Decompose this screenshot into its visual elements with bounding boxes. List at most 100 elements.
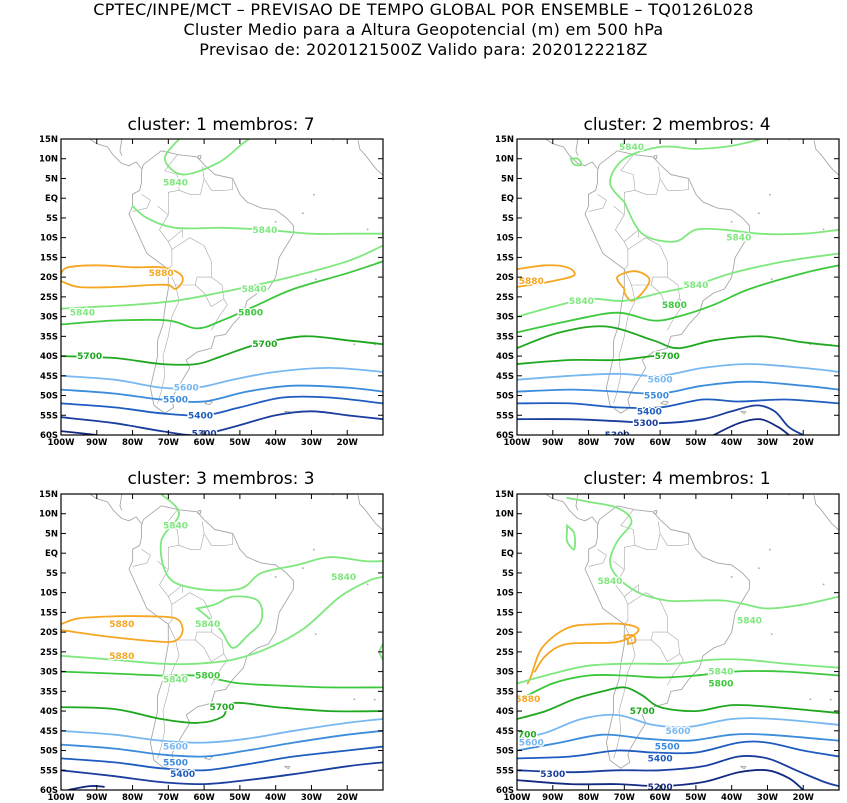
lon-tick-label: 40W bbox=[721, 793, 743, 803]
atlantic-island bbox=[769, 548, 771, 551]
country-border bbox=[651, 631, 681, 662]
atlantic-island bbox=[822, 228, 825, 231]
contour-label: 5840 bbox=[163, 178, 188, 188]
caribbean-coastline bbox=[119, 139, 123, 156]
country-border bbox=[203, 178, 233, 191]
atlantic-island bbox=[770, 278, 773, 281]
atlantic-island bbox=[757, 212, 760, 215]
south-america-coastline bbox=[128, 505, 295, 769]
lon-tick-label: 40W bbox=[265, 793, 287, 803]
contour-line bbox=[517, 769, 805, 790]
south-america-coastline bbox=[584, 505, 751, 769]
contour-label: 5840 bbox=[195, 620, 220, 630]
contour-line bbox=[565, 523, 576, 551]
lat-tick-label: 20S bbox=[496, 273, 514, 283]
island bbox=[284, 765, 291, 770]
atlantic-island bbox=[314, 278, 317, 281]
lon-tick-label: 100W bbox=[503, 438, 531, 448]
lat-tick-label: 15S bbox=[40, 608, 58, 618]
lat-tick-label: 55S bbox=[496, 766, 514, 776]
atlantic-island bbox=[274, 575, 277, 578]
lat-tick-label: 10N bbox=[495, 510, 514, 520]
lat-tick-label: 10N bbox=[39, 510, 58, 520]
lon-tick-label: 40W bbox=[265, 438, 287, 448]
contour-line bbox=[517, 363, 839, 381]
atlantic-island bbox=[314, 633, 317, 636]
country-border bbox=[620, 509, 636, 570]
lat-tick-label: 15S bbox=[496, 608, 514, 618]
country-border bbox=[613, 624, 636, 759]
atlantic-island bbox=[829, 698, 832, 701]
lat-tick-label: 50S bbox=[496, 392, 514, 402]
contour-label: 5840 bbox=[683, 281, 708, 291]
lat-tick-label: 15N bbox=[495, 135, 514, 145]
panel-2-map: 5840 5840 5880 5840 5840 5800 5700 5600 5500 5400… bbox=[495, 135, 840, 448]
contour-line bbox=[61, 718, 383, 744]
country-border bbox=[613, 269, 636, 404]
country-border bbox=[588, 549, 607, 567]
lat-tick-label: 5S bbox=[502, 214, 514, 224]
contour-line bbox=[61, 264, 184, 290]
contour-line bbox=[517, 740, 839, 760]
lat-tick-label: 40S bbox=[40, 352, 58, 362]
lat-tick-label: EQ bbox=[501, 194, 514, 204]
lat-tick-label: 50S bbox=[40, 392, 58, 402]
island bbox=[653, 510, 658, 515]
contour-line bbox=[623, 201, 839, 243]
contour-label: 5800 bbox=[195, 672, 220, 682]
lon-tick-label: 70W bbox=[614, 793, 636, 803]
island bbox=[197, 155, 202, 160]
lat-tick-label: 35S bbox=[496, 687, 514, 697]
atlantic-island bbox=[822, 583, 825, 586]
lon-tick-label: 50W bbox=[229, 793, 251, 803]
lat-tick-label: 60S bbox=[40, 431, 58, 441]
contour-line bbox=[61, 576, 383, 666]
country-border bbox=[157, 269, 180, 404]
atlantic-island bbox=[730, 220, 733, 223]
contour-line bbox=[159, 494, 383, 592]
contour-label: 5500 bbox=[655, 743, 680, 753]
lat-tick-label: 35S bbox=[496, 332, 514, 342]
contour-label: 5600 bbox=[665, 727, 690, 737]
lat-tick-label: 15N bbox=[39, 135, 58, 145]
lat-tick-label: 5S bbox=[502, 569, 514, 579]
map-content: 5840 5840 5840 5880 5880 5840 5800 5700 5600 5500… bbox=[61, 494, 383, 790]
country-border bbox=[178, 166, 205, 195]
lon-tick-label: 80W bbox=[122, 438, 144, 448]
contour-line bbox=[616, 270, 651, 302]
lat-tick-label: 55S bbox=[40, 411, 58, 421]
lon-tick-label: 60W bbox=[650, 438, 672, 448]
contour-label: 5700 bbox=[77, 352, 102, 362]
contour-line bbox=[517, 713, 839, 740]
panel-4-title: cluster: 4 membros: 1 bbox=[583, 469, 771, 489]
lat-tick-label: 5S bbox=[46, 569, 58, 579]
atlantic-island bbox=[792, 487, 794, 489]
contour-label: 5840 bbox=[619, 143, 644, 153]
contour-label: 5600 bbox=[174, 384, 199, 394]
lon-tick-label: 60W bbox=[650, 793, 672, 803]
island bbox=[740, 765, 747, 770]
lat-tick-label: 5N bbox=[501, 174, 514, 184]
lon-tick-label: 70W bbox=[614, 438, 636, 448]
lat-tick-label: 35S bbox=[40, 332, 58, 342]
south-america-coastline bbox=[128, 150, 295, 414]
central-america-coastline bbox=[545, 494, 598, 524]
contour-line bbox=[569, 157, 583, 167]
map-content: 5840 5840 5880 5840 5840 5800 5700 5600 5500 5400… bbox=[517, 139, 839, 435]
country-border bbox=[195, 276, 225, 307]
lon-tick-label: 80W bbox=[578, 793, 600, 803]
atlantic-island bbox=[301, 212, 304, 215]
atlantic-island bbox=[730, 575, 733, 578]
contour-line bbox=[517, 404, 805, 435]
lon-tick-label: 70W bbox=[158, 438, 180, 448]
contour-label: 5880 bbox=[149, 269, 174, 279]
map-frame bbox=[516, 493, 840, 791]
country-border bbox=[203, 533, 233, 546]
contour-label: 5700 bbox=[512, 731, 537, 741]
country-border bbox=[132, 194, 151, 212]
contour-label: 5300 bbox=[540, 770, 565, 780]
lon-tick-label: 50W bbox=[229, 438, 251, 448]
lat-tick-label: EQ bbox=[45, 549, 58, 559]
